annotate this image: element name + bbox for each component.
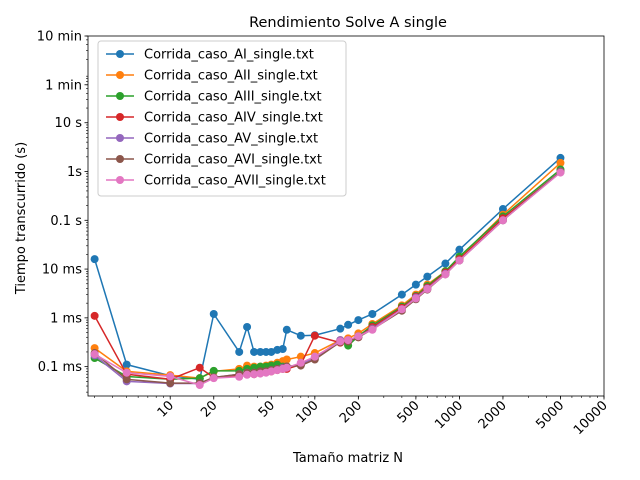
y-axis-label: Tiempo transcurrido (s) [14, 142, 29, 295]
data-point [423, 285, 432, 294]
legend-marker [116, 134, 124, 142]
data-point [336, 324, 345, 333]
data-point [397, 290, 406, 299]
data-point [441, 259, 450, 268]
legend-box [97, 40, 347, 197]
x-tick-label: 5000 [533, 398, 567, 432]
data-point [336, 337, 345, 346]
data-point [296, 358, 305, 367]
data-point [250, 347, 259, 356]
series-line [94, 168, 561, 381]
data-point [256, 347, 265, 356]
series-line [94, 171, 561, 384]
data-point [498, 216, 507, 225]
data-point [209, 309, 218, 318]
data-point [411, 280, 420, 289]
data-point [441, 270, 450, 279]
legend-label: Corrida_caso_AII_single.txt [144, 69, 318, 84]
data-point [423, 272, 432, 281]
legend-label: Corrida_caso_AIII_single.txt [144, 90, 322, 105]
data-point [556, 158, 565, 167]
y-tick-label: 0.1 ms [38, 360, 82, 375]
series-line [94, 172, 561, 386]
data-point [455, 256, 464, 265]
series-line [93, 170, 561, 381]
data-point [122, 360, 131, 369]
data-point [310, 352, 319, 361]
y-tick-label: 1s [67, 165, 82, 180]
x-tick-label: 200 [337, 398, 365, 426]
data-point [209, 374, 218, 383]
data-point [90, 350, 99, 359]
data-point [556, 168, 565, 177]
data-point [368, 309, 377, 318]
x-tick-label: 2000 [476, 398, 510, 432]
data-point [166, 379, 175, 388]
x-tick-label: 500 [395, 398, 423, 426]
data-point [250, 370, 259, 379]
legend-label: Corrida_caso_AI_single.txt [144, 48, 314, 63]
data-point [282, 325, 291, 334]
data-point [243, 322, 252, 331]
data-point [209, 366, 218, 375]
data-point [166, 372, 175, 381]
y-tick-label: 1 min [45, 78, 82, 93]
y-tick-label: 10 min [37, 30, 82, 45]
data-point [310, 331, 319, 340]
data-point [267, 367, 276, 376]
y-tick-label: 0.1 s [50, 214, 82, 229]
legend-label: Corrida_caso_AVII_single.txt [144, 174, 326, 189]
chart-title: Rendimiento Solve A single [249, 15, 447, 31]
x-tick-label: 20 [198, 398, 220, 420]
legend-label: Corrida_caso_AIV_single.txt [144, 111, 323, 126]
y-tick-label: 10 s [55, 116, 83, 131]
data-point [344, 320, 353, 329]
data-point [354, 332, 363, 341]
legend-marker [116, 71, 124, 79]
data-point [354, 316, 363, 325]
data-point [296, 331, 305, 340]
legend-label: Corrida_caso_AVI_single.txt [144, 153, 322, 168]
x-tick-label: 50 [256, 398, 278, 420]
legend-marker [116, 50, 124, 58]
data-point [368, 325, 377, 334]
data-point [282, 363, 291, 372]
series-line [94, 170, 561, 385]
data-point [344, 336, 353, 345]
legend: Corrida_caso_AI_single.txt Corrida_caso_A… [97, 40, 347, 197]
data-point [195, 363, 204, 372]
x-tick-label: 1000 [432, 398, 466, 432]
legend-marker [116, 113, 124, 121]
x-axis-label: Tamaño matriz N [292, 451, 403, 466]
legend-marker [116, 176, 124, 184]
data-point [122, 368, 131, 377]
y-tick-label: 10 ms [42, 263, 82, 278]
data-point [235, 372, 244, 381]
plot-frame [87, 35, 605, 397]
data-point [90, 311, 99, 320]
legend-marker [116, 155, 124, 163]
data-point [278, 344, 287, 353]
data-point [411, 294, 420, 303]
data-point [455, 245, 464, 254]
legend-marker [116, 92, 124, 100]
data-point [122, 375, 131, 384]
data-point [282, 355, 291, 364]
x-tick-label: 100 [293, 398, 321, 426]
data-point [397, 305, 406, 314]
data-point [235, 347, 244, 356]
y-tick-label: 1 ms [50, 311, 82, 326]
legend-label: Corrida_caso_AV_single.txt [144, 132, 318, 147]
data-point [296, 352, 305, 361]
data-point [498, 205, 507, 214]
data-point [90, 255, 99, 264]
data-point [243, 370, 252, 379]
x-tick-label: 10 [155, 398, 177, 420]
x-tick-label: 10000 [571, 398, 611, 438]
data-point [195, 381, 204, 390]
